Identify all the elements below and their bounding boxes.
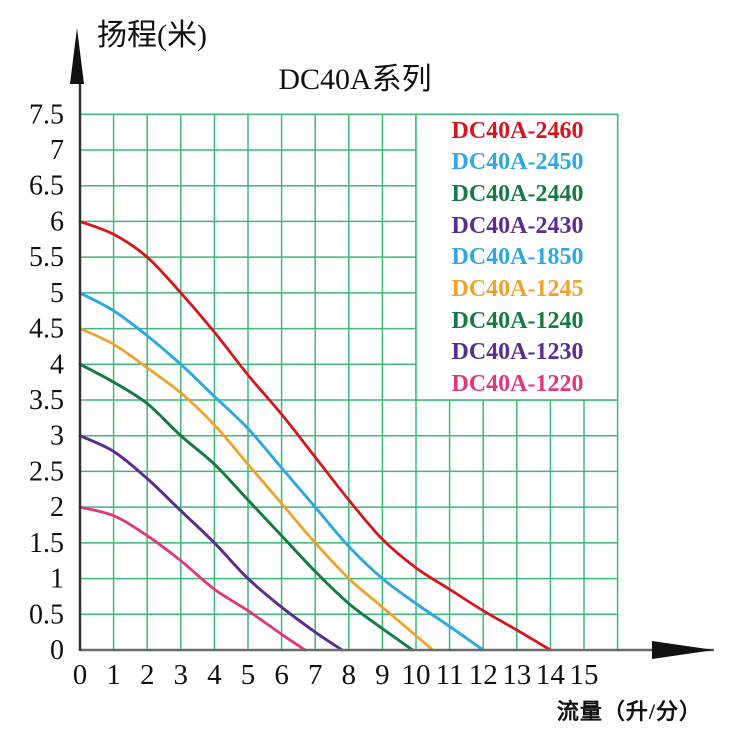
y-tick-label: 4.5 — [29, 314, 64, 345]
legend-item-DC40A-1240: DC40A-1240 — [451, 307, 584, 334]
legend-box — [415, 113, 619, 401]
x-tick-label: 0 — [73, 659, 88, 691]
x-tick-label: 10 — [402, 659, 431, 691]
curve-DC40A-1220 — [78, 505, 307, 652]
y-tick-label: 2.5 — [29, 456, 64, 487]
curve-DC40A-1245 — [78, 327, 435, 652]
y-tick-label: 0 — [50, 635, 64, 666]
y-tick-label: 1 — [50, 564, 64, 595]
x-tick-label: 12 — [469, 659, 498, 691]
x-tick-label: 1 — [106, 659, 121, 691]
y-tick-label: 4 — [50, 349, 64, 380]
y-axis-title: 扬程(米) — [97, 19, 207, 52]
legend-item-DC40A-1245: DC40A-1245 — [451, 276, 584, 303]
legend-item-DC40A-1230: DC40A-1230 — [451, 339, 584, 366]
curve-DC40A-2430 — [78, 434, 344, 652]
x-tick-label: 11 — [436, 659, 464, 691]
y-tick-label: 6.5 — [29, 171, 64, 202]
y-tick-label: 1.5 — [29, 528, 64, 559]
legend-item-DC40A-2450: DC40A-2450 — [451, 149, 584, 176]
x-tick-label: 13 — [502, 659, 531, 691]
y-tick-label: 2 — [50, 492, 64, 523]
x-axis-title: 流量（升/分） — [556, 699, 702, 724]
x-tick-label: 5 — [241, 659, 256, 691]
legend: DC40A-2460 DC40A-2450 DC40A-2440 DC40A-2430… — [417, 115, 618, 400]
y-tick-label: 7 — [50, 135, 64, 166]
y-tick-label: 6 — [50, 206, 64, 237]
y-tick-label: 5.5 — [29, 242, 64, 273]
y-axis-arrow-icon — [70, 28, 84, 84]
legend-item-DC40A-1850: DC40A-1850 — [451, 244, 584, 271]
y-tick-label: 7.5 — [29, 99, 64, 130]
y-tick-label: 0.5 — [29, 599, 64, 630]
x-tick-label: 14 — [536, 659, 566, 691]
y-tick-label: 5 — [50, 278, 64, 309]
x-tick-label: 6 — [274, 659, 289, 691]
chart-title: DC40A系列 — [278, 63, 432, 96]
y-tick-label: 3.5 — [29, 385, 64, 416]
y-tick-label: 3 — [50, 421, 64, 452]
x-tick-label: 4 — [207, 659, 222, 691]
legend-item-DC40A-2460: DC40A-2460 — [451, 117, 584, 144]
curve-DC40A-2460 — [78, 220, 552, 652]
x-tick-label: 3 — [174, 659, 189, 691]
curve-DC40A-2450 — [78, 291, 485, 652]
legend-item-DC40A-1220: DC40A-1220 — [451, 371, 584, 398]
x-tick-label: 2 — [140, 659, 155, 691]
legend-item-DC40A-2430: DC40A-2430 — [451, 212, 584, 239]
x-axis-arrow-icon — [652, 641, 714, 659]
x-tick-label: 7 — [308, 659, 323, 691]
curve-DC40A-2440 — [78, 362, 415, 652]
x-tick-label: 9 — [375, 659, 390, 691]
x-tick-label: 15 — [570, 659, 599, 691]
x-tick-label: 8 — [342, 659, 357, 691]
legend-item-DC40A-2440: DC40A-2440 — [451, 181, 584, 208]
